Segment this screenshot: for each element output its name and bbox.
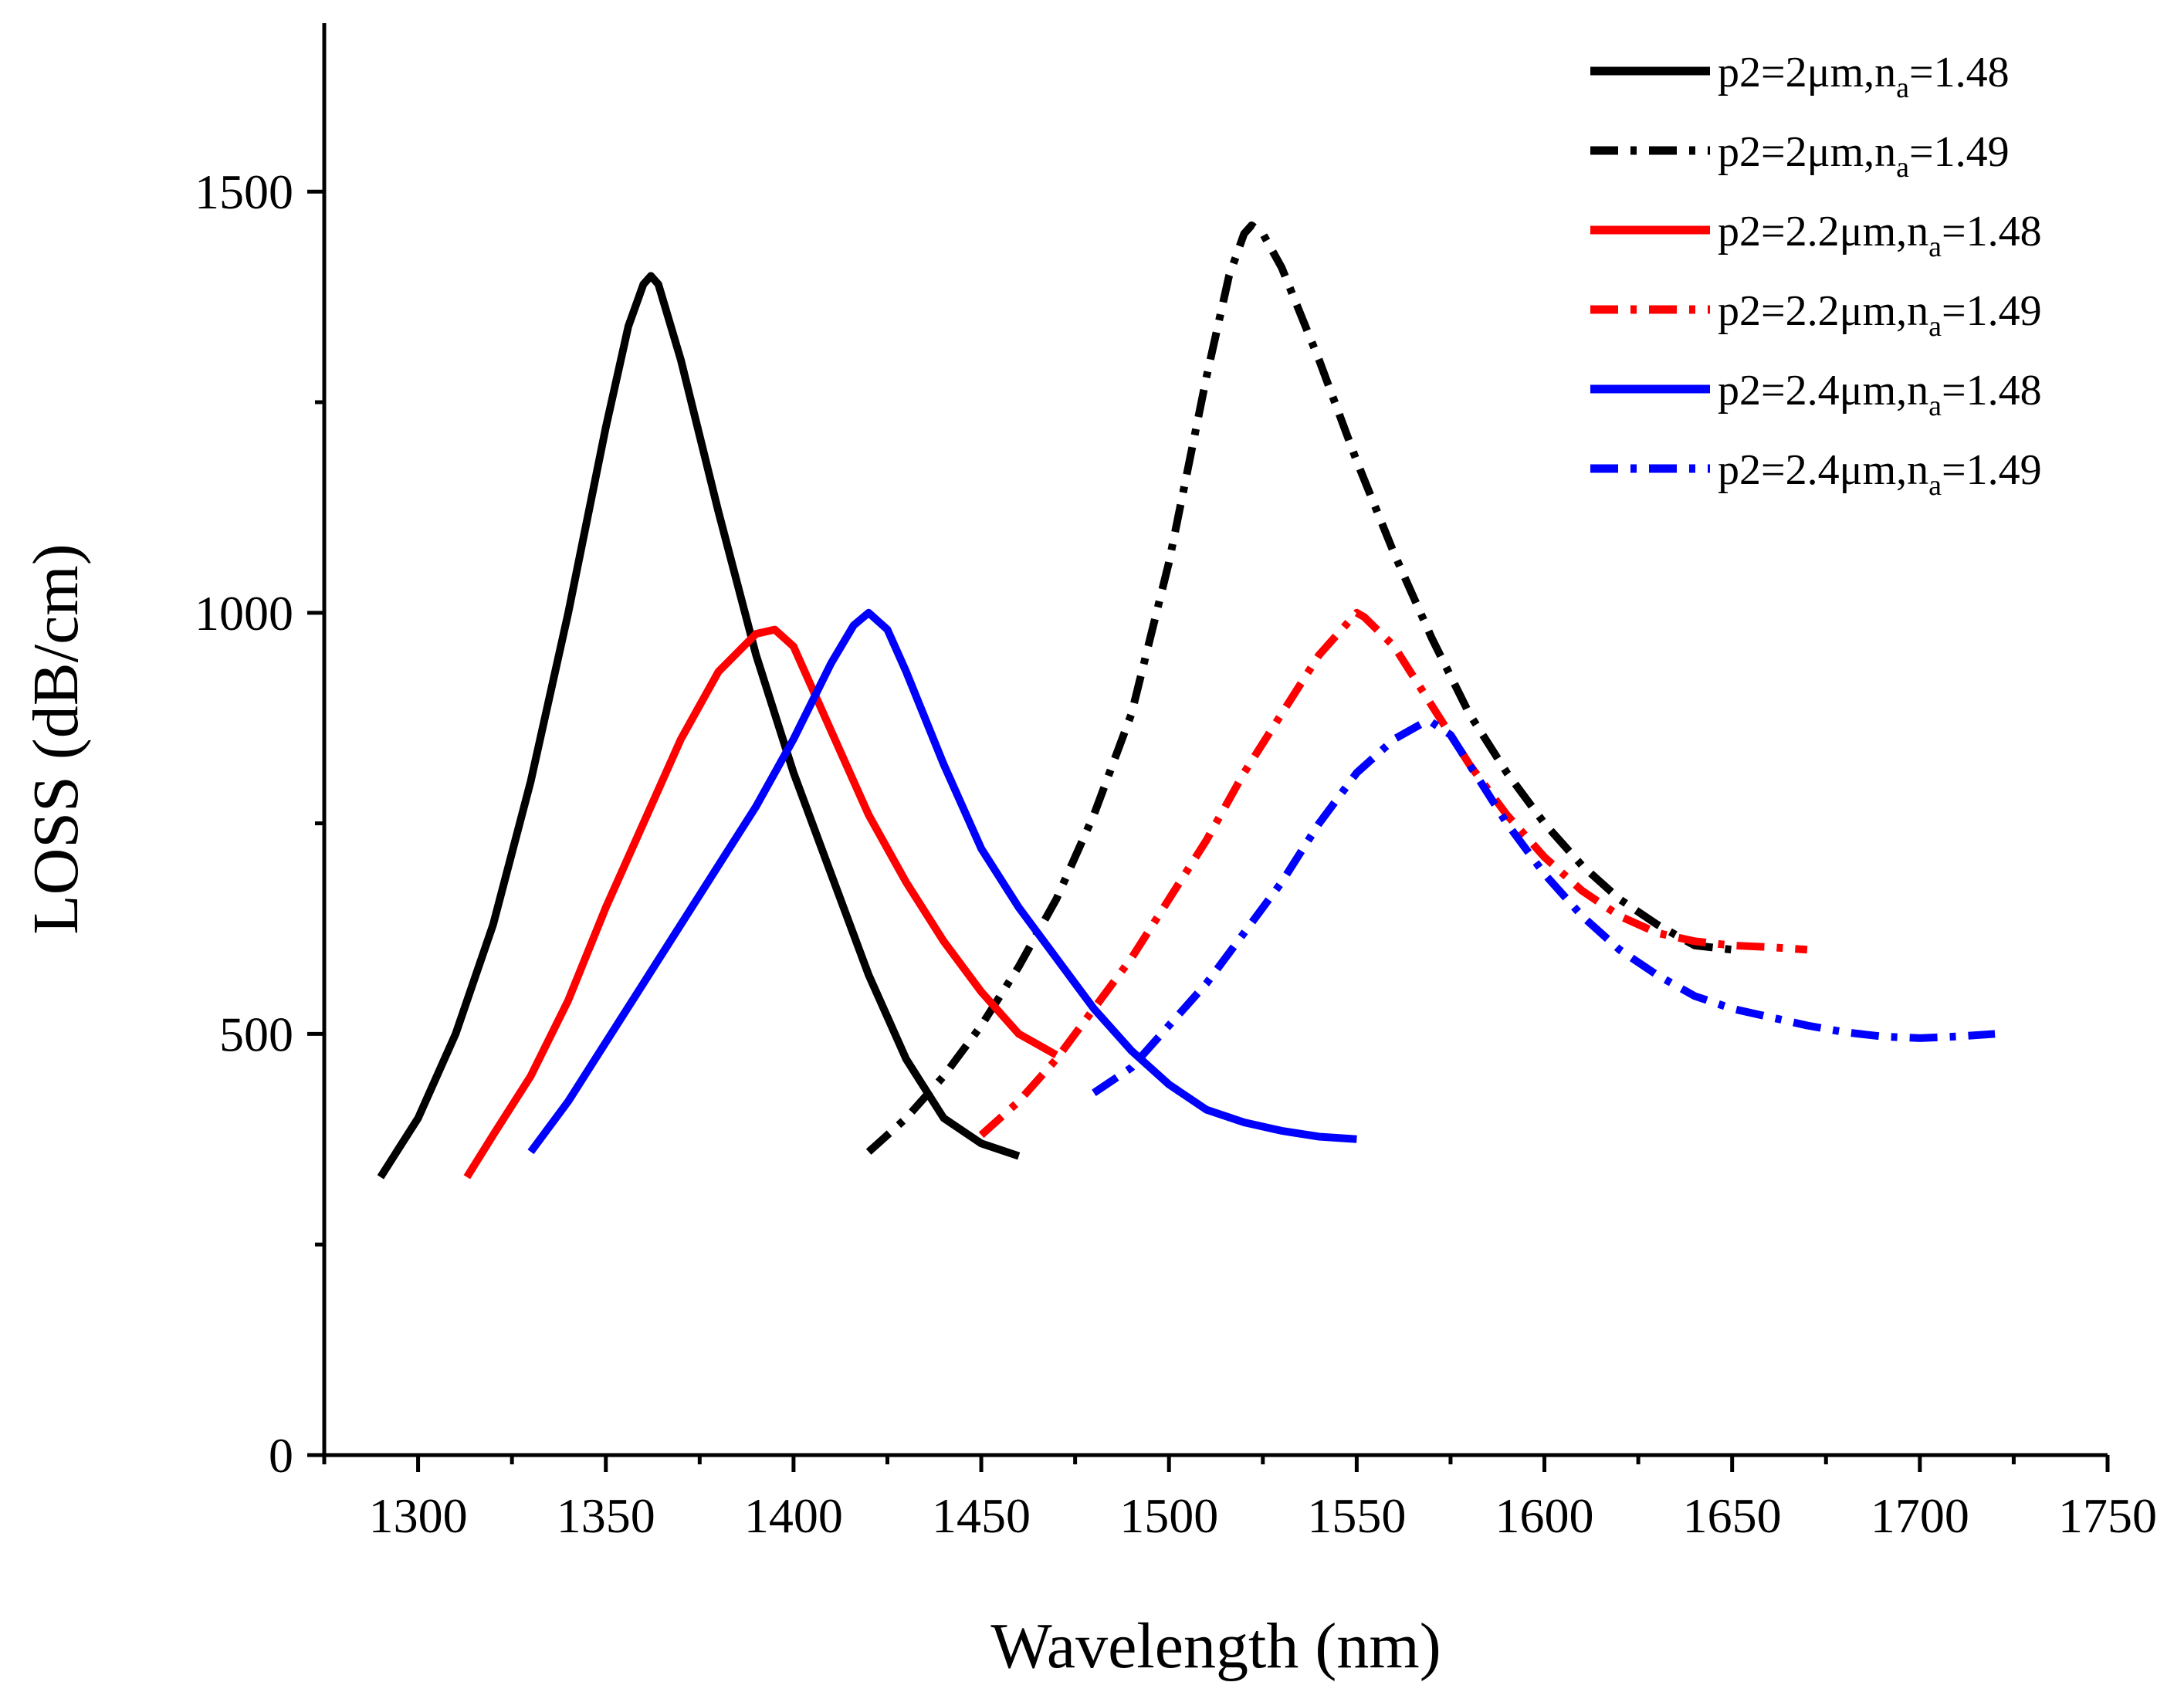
x-tick-label: 1450 — [932, 1488, 1031, 1543]
y-tick-label: 500 — [219, 1007, 293, 1061]
x-tick-label: 1600 — [1495, 1488, 1594, 1543]
series-line-3 — [463, 625, 1058, 1179]
series-line-4 — [978, 608, 1808, 1139]
x-tick-label: 1550 — [1307, 1488, 1406, 1543]
y-tick-label: 1500 — [195, 164, 293, 219]
y-tick-label: 0 — [269, 1428, 293, 1483]
series-line-5 — [527, 608, 1357, 1155]
legend-label-5: p2=2.4μm,na=1.48 — [1718, 367, 2042, 422]
x-tick-label: 1750 — [2058, 1488, 2157, 1543]
legend-label-2: p2=2μm,na=1.49 — [1718, 128, 2010, 184]
y-tick-label: 1000 — [195, 586, 293, 641]
legend: p2=2μm,na=1.48 p2=2μm,na=1.49 p2=2.2μm,na=… — [1590, 49, 2042, 502]
series-line-1 — [377, 272, 1021, 1179]
legend-label-6: p2=2.4μm,na=1.49 — [1718, 446, 2042, 502]
axes — [322, 23, 2108, 1457]
legend-label-3: p2=2.2μm,na=1.48 — [1718, 208, 2042, 263]
x-tick-label: 1300 — [369, 1488, 468, 1543]
series-line-6 — [1092, 718, 1996, 1096]
x-tick-label: 1700 — [1871, 1488, 1969, 1543]
legend-label-4: p2=2.2μm,na=1.49 — [1718, 287, 2042, 343]
x-axis-title: Wavelength (nm) — [990, 1610, 1441, 1682]
y-axis-title: LOSS (dB/cm) — [20, 543, 92, 934]
x-tick-label: 1400 — [744, 1488, 843, 1543]
x-tick-label: 1650 — [1683, 1488, 1782, 1543]
legend-label-1: p2=2μm,na=1.48 — [1718, 49, 2010, 104]
plot-curves — [377, 221, 1996, 1179]
axis-ticks: 1300 1350 1400 1450 1500 1550 1600 1650 1700 1750… — [195, 164, 2157, 1543]
x-tick-label: 1350 — [557, 1488, 655, 1543]
x-tick-label: 1500 — [1119, 1488, 1218, 1543]
